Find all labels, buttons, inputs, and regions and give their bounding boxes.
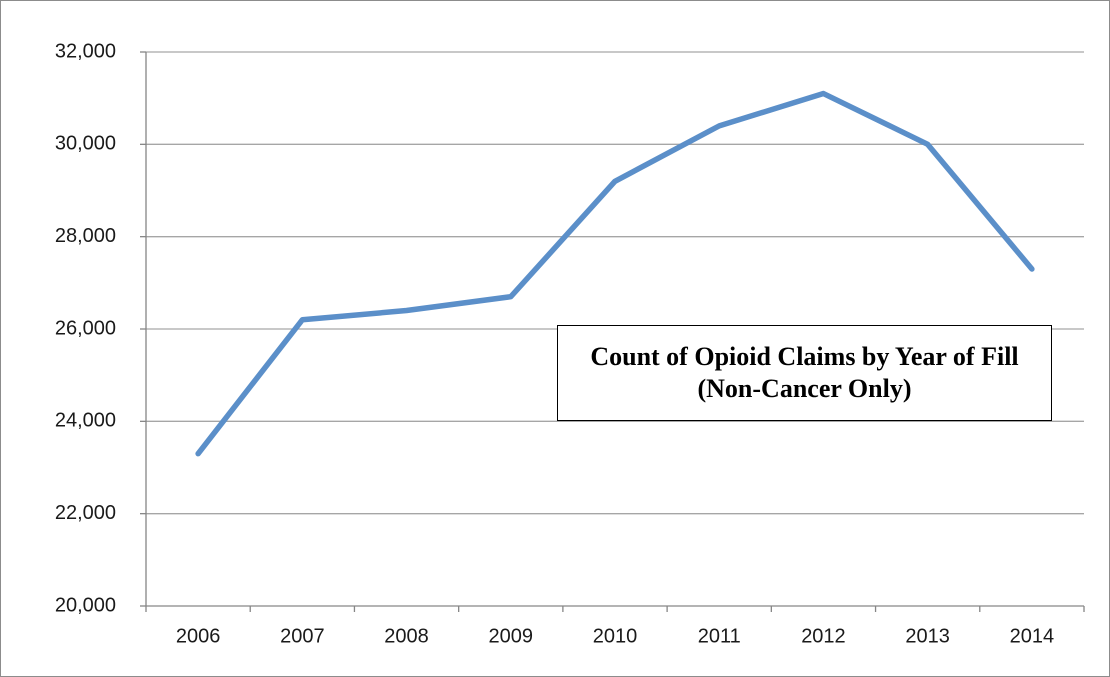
- x-tick-label: 2009: [489, 625, 534, 647]
- y-tick-label: 22,000: [55, 502, 116, 524]
- x-tick-label: 2014: [1010, 625, 1055, 647]
- x-tick-label: 2013: [905, 625, 950, 647]
- y-tick-label: 32,000: [55, 40, 116, 62]
- x-tick-label: 2012: [801, 625, 846, 647]
- chart-title: Count of Opioid Claims by Year of Fill (…: [557, 325, 1052, 421]
- y-tick-label: 20,000: [55, 594, 116, 616]
- y-tick-label: 24,000: [55, 410, 116, 432]
- data-line: [195, 90, 1035, 457]
- y-tick-label: 30,000: [55, 133, 116, 155]
- x-tick-label: 2008: [384, 625, 429, 647]
- y-tick-label: 26,000: [55, 317, 116, 339]
- y-tick-label: 28,000: [55, 225, 116, 247]
- x-tick-label: 2007: [280, 625, 325, 647]
- x-tick-label: 2011: [698, 625, 741, 647]
- x-tick-label: 2010: [593, 625, 638, 647]
- x-tick-label: 2006: [176, 625, 221, 647]
